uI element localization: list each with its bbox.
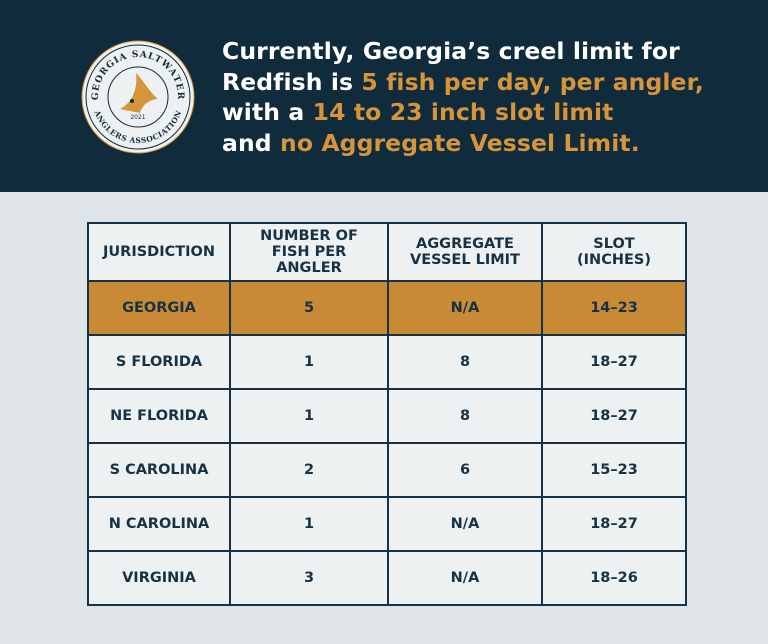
table-cell: 14–23 bbox=[541, 280, 687, 336]
table-cell: 8 bbox=[387, 334, 543, 390]
headline-text: Redfish is bbox=[222, 67, 362, 96]
column-header: NUMBER OF FISH PER ANGLER bbox=[229, 222, 389, 282]
table-cell: S CAROLINA bbox=[87, 442, 231, 498]
table-cell: N CAROLINA bbox=[87, 496, 231, 552]
table-cell: VIRGINIA bbox=[87, 550, 231, 606]
table-cell: 15–23 bbox=[541, 442, 687, 498]
headline-highlight: 14 to 23 inch slot limit bbox=[312, 98, 614, 126]
logo: GEORGIA SALTWATER ANGLERS ASSOCIATION 20… bbox=[81, 40, 195, 154]
column-header: SLOT (INCHES) bbox=[541, 222, 687, 282]
table-cell: 3 bbox=[229, 550, 389, 606]
table-row: S FLORIDA 1 8 18–27 bbox=[87, 334, 687, 390]
headline-line: with a 14 to 23 inch slot limit bbox=[222, 97, 704, 128]
headline: Currently, Georgia’s creel limit for Redf… bbox=[222, 36, 704, 158]
headline-line: Redfish is 5 fish per day, per angler, bbox=[222, 67, 704, 98]
table-cell: N/A bbox=[387, 496, 543, 552]
limits-table: JURISDICTION NUMBER OF FISH PER ANGLER AGG… bbox=[87, 222, 687, 606]
table-row: N CAROLINA 1 N/A 18–27 bbox=[87, 496, 687, 552]
table-cell: 5 bbox=[229, 280, 389, 336]
headline-text: and bbox=[222, 128, 280, 157]
table-cell: 1 bbox=[229, 496, 389, 552]
header-banner: GEORGIA SALTWATER ANGLERS ASSOCIATION 20… bbox=[0, 0, 768, 192]
table-cell: NE FLORIDA bbox=[87, 388, 231, 444]
headline-line: Currently, Georgia’s creel limit for bbox=[222, 36, 704, 67]
table-cell: 2 bbox=[229, 442, 389, 498]
table-row: NE FLORIDA 1 8 18–27 bbox=[87, 388, 687, 444]
table-cell: S FLORIDA bbox=[87, 334, 231, 390]
headline-text: Currently, Georgia’s creel limit for bbox=[222, 37, 680, 65]
table-cell: GEORGIA bbox=[87, 280, 231, 336]
table-row: VIRGINIA 3 N/A 18–26 bbox=[87, 550, 687, 606]
headline-highlight: no Aggregate Vessel Limit. bbox=[280, 128, 640, 157]
column-header: JURISDICTION bbox=[87, 222, 231, 282]
headline-highlight: 5 fish per day, per angler, bbox=[361, 67, 704, 96]
table-cell: 18–26 bbox=[541, 550, 687, 606]
logo-year: 2021 bbox=[130, 114, 145, 121]
column-header: AGGREGATE VESSEL LIMIT bbox=[387, 222, 543, 282]
table-cell: 6 bbox=[387, 442, 543, 498]
header-row: JURISDICTION NUMBER OF FISH PER ANGLER AGG… bbox=[87, 222, 687, 282]
table-cell: 18–27 bbox=[541, 496, 687, 552]
table-cell: 1 bbox=[229, 388, 389, 444]
table-cell: 8 bbox=[387, 388, 543, 444]
table-cell: N/A bbox=[387, 280, 543, 336]
table-cell: N/A bbox=[387, 550, 543, 606]
table-row: S CAROLINA 2 6 15–23 bbox=[87, 442, 687, 498]
table-cell: 18–27 bbox=[541, 334, 687, 390]
table-cell: 1 bbox=[229, 334, 389, 390]
table-cell: 18–27 bbox=[541, 388, 687, 444]
headline-text: with a bbox=[222, 98, 313, 126]
table-row: GEORGIA 5 N/A 14–23 bbox=[87, 280, 687, 336]
headline-line: and no Aggregate Vessel Limit. bbox=[222, 128, 704, 159]
